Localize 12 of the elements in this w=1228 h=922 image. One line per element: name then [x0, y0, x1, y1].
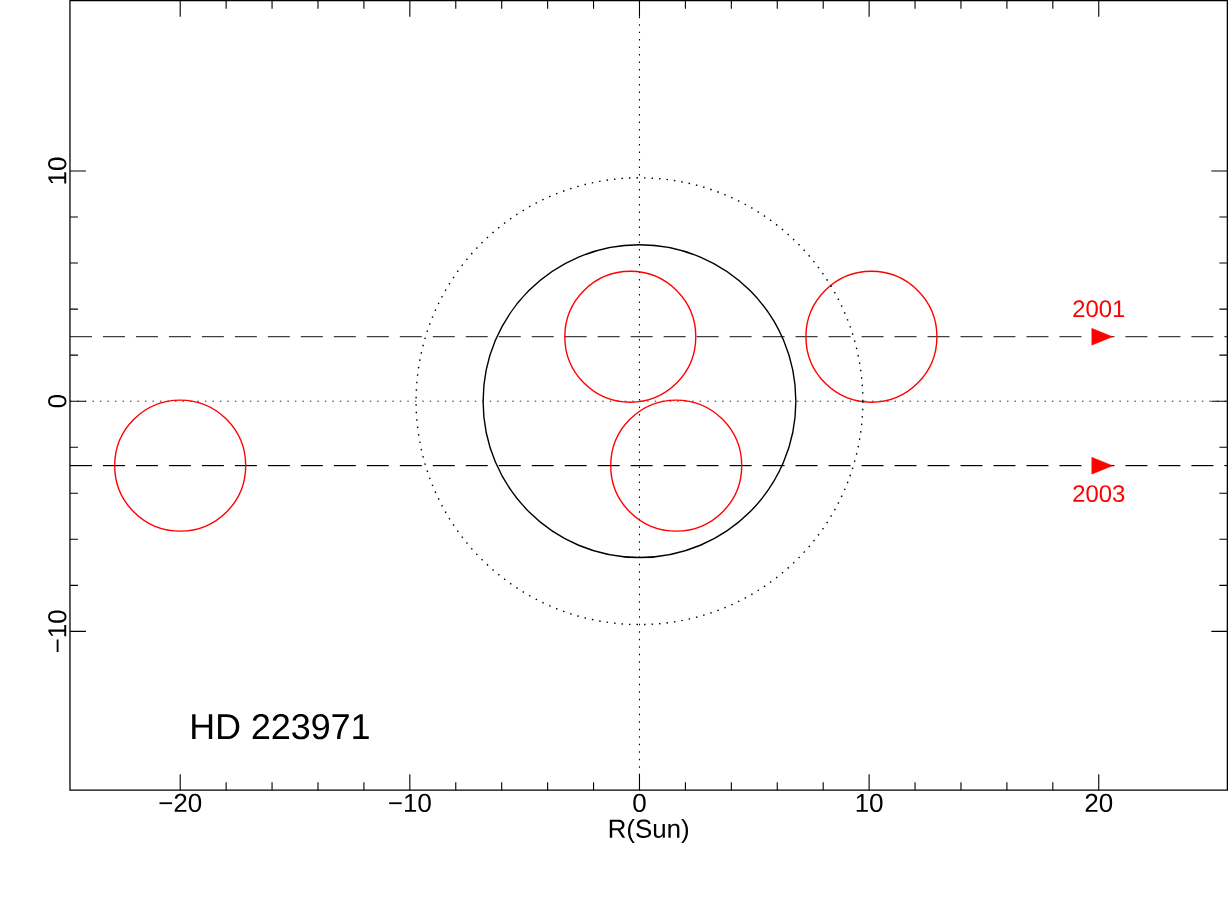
x-tick-label: 0	[633, 793, 646, 812]
annotation: HD 223971	[192, 713, 369, 740]
y-tick-label: 10	[48, 157, 67, 184]
y-tick-label: 0	[48, 394, 67, 408]
x-tick-label: −20	[159, 793, 202, 812]
annotation: 2001	[1073, 300, 1125, 318]
annotation: 2003	[1073, 485, 1125, 502]
x-tick-label: 10	[856, 793, 883, 812]
x-tick-label: 20	[1085, 793, 1113, 812]
x-tick-label: −10	[389, 793, 431, 812]
y-tick-label: −10	[48, 610, 67, 652]
x-axis-title: R(Sun)	[609, 818, 689, 843]
